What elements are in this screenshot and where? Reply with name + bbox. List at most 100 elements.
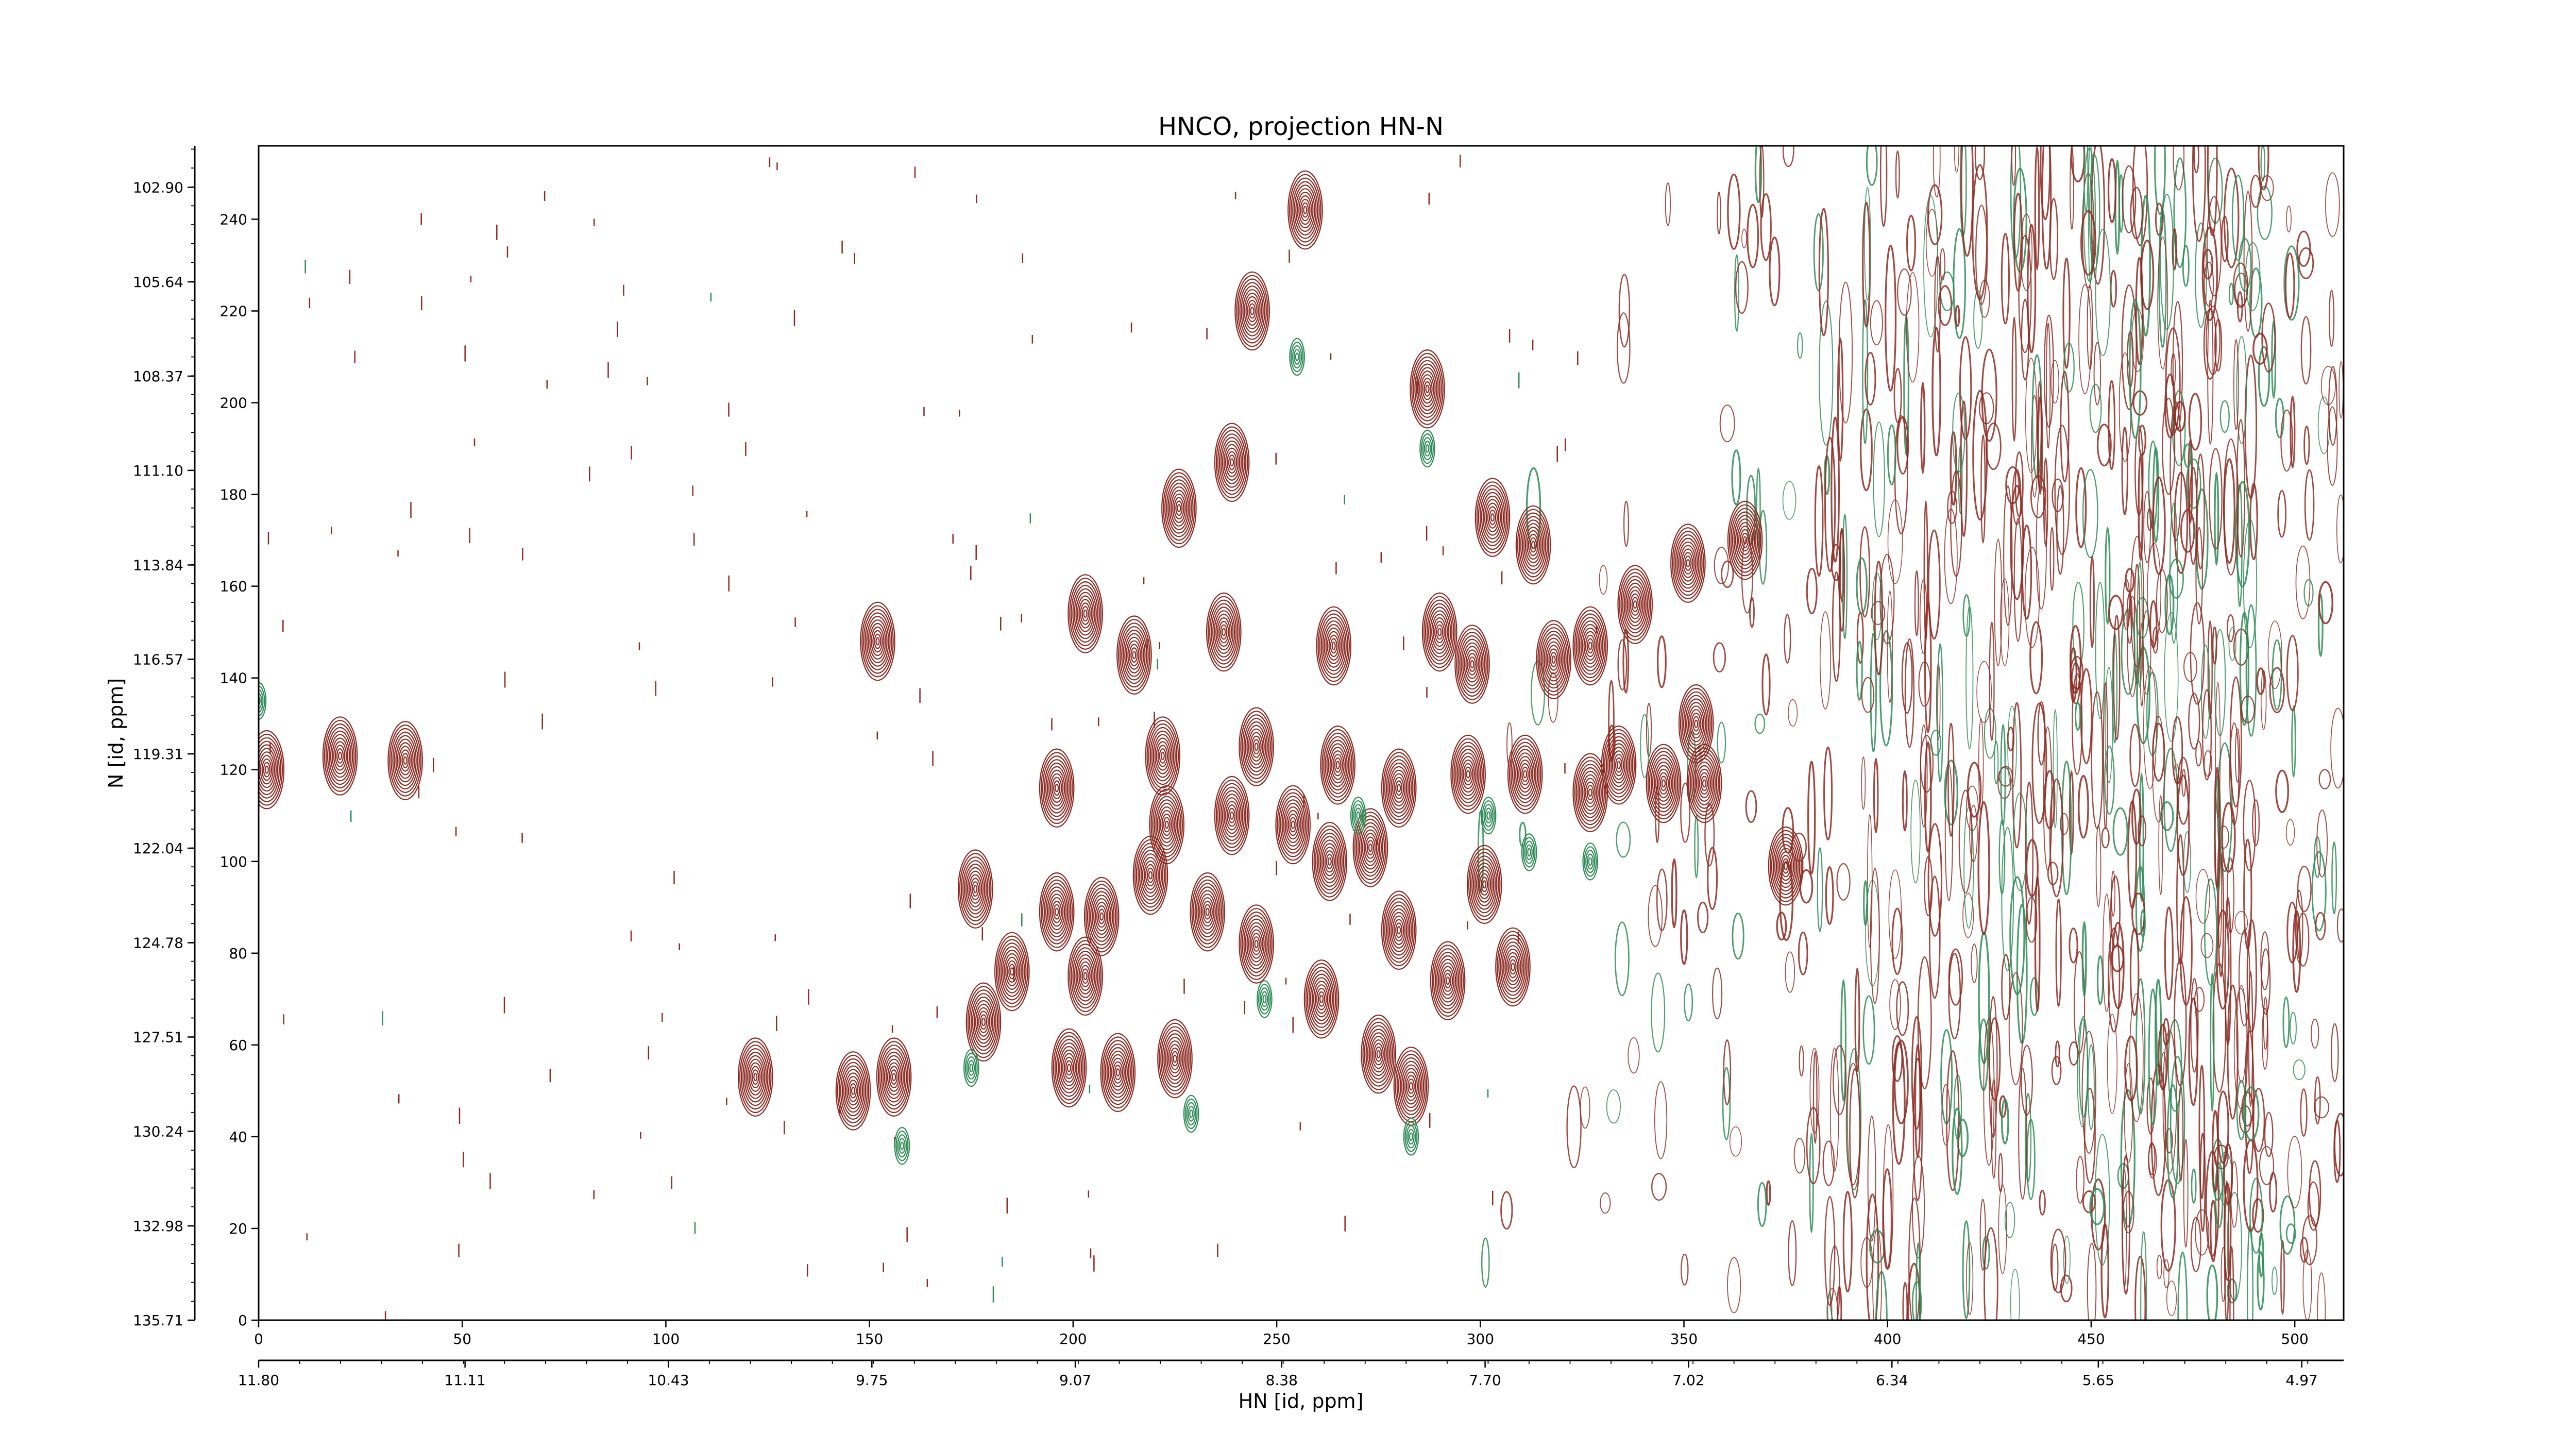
contour-level: [1690, 712, 1702, 735]
contour-level: [745, 1055, 766, 1099]
contour-level: [749, 1062, 762, 1092]
noise-contour: [1719, 405, 1735, 443]
contour-level: [972, 997, 995, 1048]
noise-contour: [1754, 713, 1766, 734]
noise-contour: [2239, 612, 2249, 726]
contour-level: [1515, 505, 1551, 585]
noise-contour: [1952, 1107, 1963, 1195]
contour-level: [1503, 945, 1523, 989]
chart-title: HNCO, projection HN-N: [1158, 112, 1444, 141]
noise-contour: [2049, 527, 2055, 591]
noise-contour: [2258, 346, 2270, 407]
noise-contour: [2005, 466, 2020, 504]
contour-level: [1649, 751, 1679, 816]
noise-contour: [2055, 899, 2062, 1007]
noise-contour: [2313, 1096, 2329, 1119]
noise-contour: [2121, 427, 2128, 515]
noise-contour: [1988, 1017, 2001, 1101]
contour-level: [1157, 803, 1177, 847]
contour-level: [1392, 773, 1406, 803]
noise-contour: [2053, 709, 2058, 829]
contour-level: [1454, 625, 1490, 704]
negative-peak: [1521, 833, 1537, 871]
contour-level: [891, 1073, 896, 1082]
contour-level: [389, 724, 421, 797]
noise-contour: [2290, 1012, 2297, 1045]
contour-level: [1528, 533, 1539, 557]
noise-contour: [1911, 1281, 1922, 1320]
positive-peak: [994, 932, 1030, 1012]
noise-contour: [1860, 1237, 1873, 1288]
contour-level: [1419, 370, 1436, 408]
noise-contour: [1745, 790, 1757, 823]
contour-level: [1516, 756, 1534, 793]
noise-contour: [2286, 635, 2299, 711]
positive-peak: [1507, 734, 1543, 814]
noise-contour: [2039, 1190, 2046, 1216]
noise-contour: [2026, 1119, 2036, 1201]
contour-level: [1303, 206, 1308, 214]
noise-contour: [1654, 1081, 1668, 1159]
x-index-tick-label: 400: [1874, 1330, 1901, 1347]
contour-level: [1404, 1071, 1418, 1101]
contour-level: [1676, 537, 1700, 589]
contour-level: [1328, 743, 1348, 787]
contour-level: [1477, 869, 1492, 899]
contour-level: [1470, 660, 1475, 668]
contour-level: [1040, 752, 1073, 824]
noise-contour: [1965, 605, 1974, 750]
contour-level: [1246, 724, 1266, 769]
noise-contour: [1872, 572, 1883, 641]
noise-contour: [1920, 381, 1926, 474]
contour-level: [1051, 900, 1062, 923]
contour-level: [1249, 929, 1263, 959]
contour-level: [1196, 886, 1219, 938]
noise-contour: [2165, 327, 2181, 435]
contour-level: [1652, 758, 1675, 809]
peaks: [259, 170, 1804, 1165]
contour-level: [1202, 900, 1213, 923]
contour-level: [1072, 947, 1098, 1005]
contour-level: [1172, 493, 1186, 523]
contour-level: [1697, 768, 1711, 799]
noise-contour: [2012, 792, 2027, 891]
noise-contour: [2302, 1250, 2312, 1320]
contour-level: [1582, 843, 1598, 881]
contour-level: [1728, 504, 1761, 577]
noise-contour: [1946, 1050, 1960, 1191]
contour-level: [1007, 960, 1018, 983]
contour-level: [1626, 586, 1643, 623]
noise-contour: [2212, 626, 2217, 665]
noise-contour: [1656, 635, 1667, 688]
contour-level: [1049, 773, 1064, 803]
contour-level: [972, 881, 979, 897]
noise-contour: [1911, 1016, 1922, 1130]
noise-contour: [2047, 862, 2059, 885]
noise-contour: [2250, 175, 2261, 208]
noise-contour: [1889, 979, 1901, 1030]
noise-contour: [2185, 458, 2201, 509]
contour-level: [877, 1041, 910, 1114]
contour-level: [1045, 763, 1069, 814]
noise-contour: [1500, 1191, 1513, 1230]
noise-contour: [1712, 967, 1723, 1020]
contour-level: [968, 1060, 975, 1076]
noise-contour: [2174, 958, 2187, 1087]
y-ppm-tick-label: 127.51: [133, 1029, 183, 1046]
contour-level: [1039, 748, 1075, 828]
contour-level: [1385, 901, 1412, 959]
noise-contour: [1651, 972, 1666, 1053]
contour-level: [1407, 1079, 1415, 1094]
contour-level: [957, 849, 993, 929]
contour-level: [1278, 792, 1308, 857]
positive-peak: [1768, 826, 1804, 906]
y-index-tick-label: 40: [229, 1128, 247, 1145]
positive-peak: [1067, 574, 1103, 653]
noise-contour: [1872, 1228, 1882, 1320]
y-ppm-tick-label: 135.71: [133, 1312, 183, 1329]
contour-level: [401, 752, 409, 768]
positive-peak: [1381, 890, 1417, 970]
noise-contour: [1837, 337, 1844, 462]
contour-level: [888, 1066, 900, 1088]
contour-level: [1156, 741, 1170, 771]
